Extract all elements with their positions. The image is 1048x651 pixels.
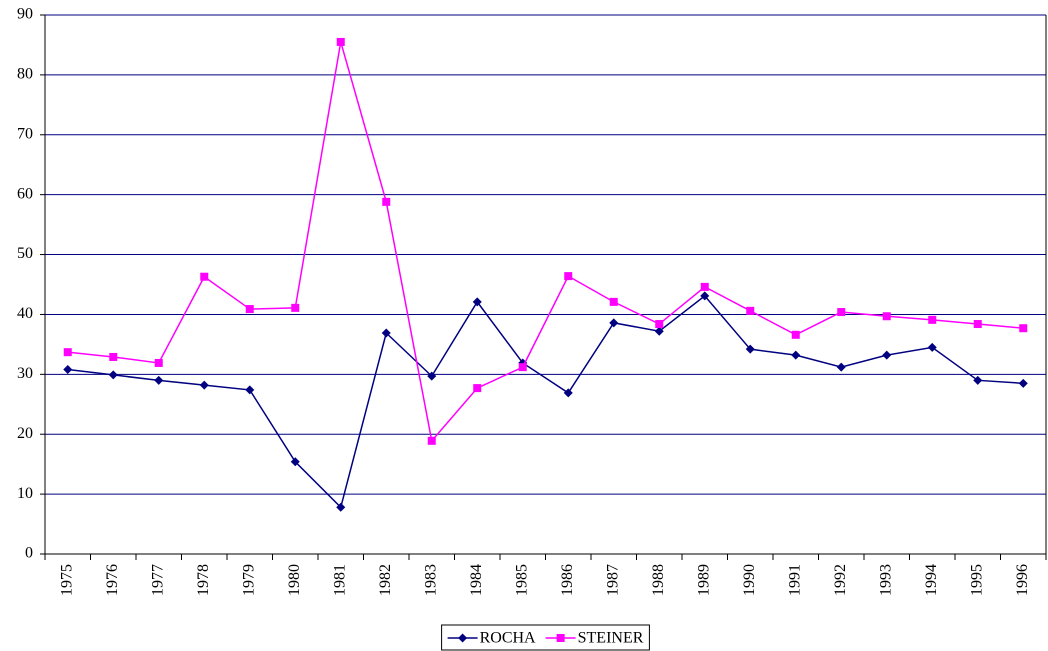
x-tick-label: 1983 (422, 564, 439, 596)
y-tick-label: 80 (17, 66, 33, 83)
point (928, 315, 937, 324)
legend: ROCHA STEINER (441, 624, 650, 651)
point (245, 305, 254, 314)
series-line (67, 41, 1024, 443)
x-tick-label: 1995 (968, 564, 985, 596)
x-tick-label: 1977 (149, 564, 166, 596)
point (108, 370, 118, 380)
y-tick-label: 50 (17, 245, 33, 262)
x-tick-label: 1986 (559, 564, 576, 596)
point (791, 350, 801, 360)
point (1019, 324, 1028, 333)
x-tick-label: 1991 (786, 564, 803, 596)
point (882, 312, 891, 321)
point (746, 306, 755, 315)
point (609, 297, 618, 306)
point (564, 272, 573, 281)
point (837, 308, 846, 317)
x-tick-label: 1987 (604, 564, 621, 596)
y-tick-label: 0 (25, 545, 33, 562)
x-tick-label: 1988 (650, 564, 667, 596)
point (109, 352, 118, 361)
point (518, 363, 527, 372)
point (1018, 378, 1028, 388)
point (336, 37, 345, 46)
point (973, 320, 982, 329)
legend-label: ROCHA (480, 630, 536, 647)
x-tick-label: 1981 (331, 564, 348, 596)
x-tick-label: 1996 (1014, 564, 1031, 596)
point (200, 272, 209, 281)
point (927, 342, 937, 352)
series-line (67, 294, 1024, 509)
x-tick-label: 1982 (377, 564, 394, 596)
point (836, 362, 846, 372)
x-tick-label: 1994 (923, 564, 940, 596)
point (458, 633, 468, 643)
point (655, 320, 664, 329)
point (63, 348, 72, 357)
x-tick-label: 1984 (468, 564, 485, 596)
x-tick-label: 1978 (195, 564, 212, 596)
point (654, 326, 664, 336)
point (63, 365, 73, 375)
point (609, 318, 619, 328)
point (700, 282, 709, 291)
legend-item: ROCHA (447, 630, 536, 647)
y-tick-label: 30 (17, 365, 33, 382)
point (472, 297, 482, 307)
y-tick-label: 70 (17, 125, 33, 142)
legend-item: STEINER (545, 630, 644, 647)
point (563, 388, 573, 398)
point (199, 380, 209, 390)
point (791, 330, 800, 339)
point (382, 197, 391, 206)
point (336, 502, 346, 512)
y-tick-label: 40 (17, 305, 33, 322)
point (245, 385, 255, 395)
point (154, 358, 163, 367)
legend-label: STEINER (578, 630, 644, 647)
y-tick-label: 20 (17, 425, 33, 442)
x-tick-label: 1975 (58, 564, 75, 596)
x-tick-label: 1990 (741, 564, 758, 596)
y-tick-label: 90 (17, 6, 33, 23)
point (882, 350, 892, 360)
point (973, 375, 983, 385)
y-tick-label: 10 (17, 485, 33, 502)
point (381, 328, 391, 338)
point (291, 303, 300, 312)
x-tick-label: 1993 (877, 564, 894, 596)
point (427, 436, 436, 445)
x-tick-label: 1976 (104, 564, 121, 596)
x-tick-label: 1985 (513, 564, 530, 596)
point (427, 371, 437, 381)
x-tick-label: 1979 (240, 564, 257, 596)
x-tick-label: 1989 (695, 564, 712, 596)
point (700, 291, 710, 301)
point (473, 384, 482, 393)
point (290, 457, 300, 467)
x-tick-label: 1980 (286, 564, 303, 596)
y-tick-label: 60 (17, 185, 33, 202)
x-tick-label: 1992 (832, 564, 849, 596)
point (745, 344, 755, 354)
point (154, 375, 164, 385)
point (556, 634, 565, 642)
